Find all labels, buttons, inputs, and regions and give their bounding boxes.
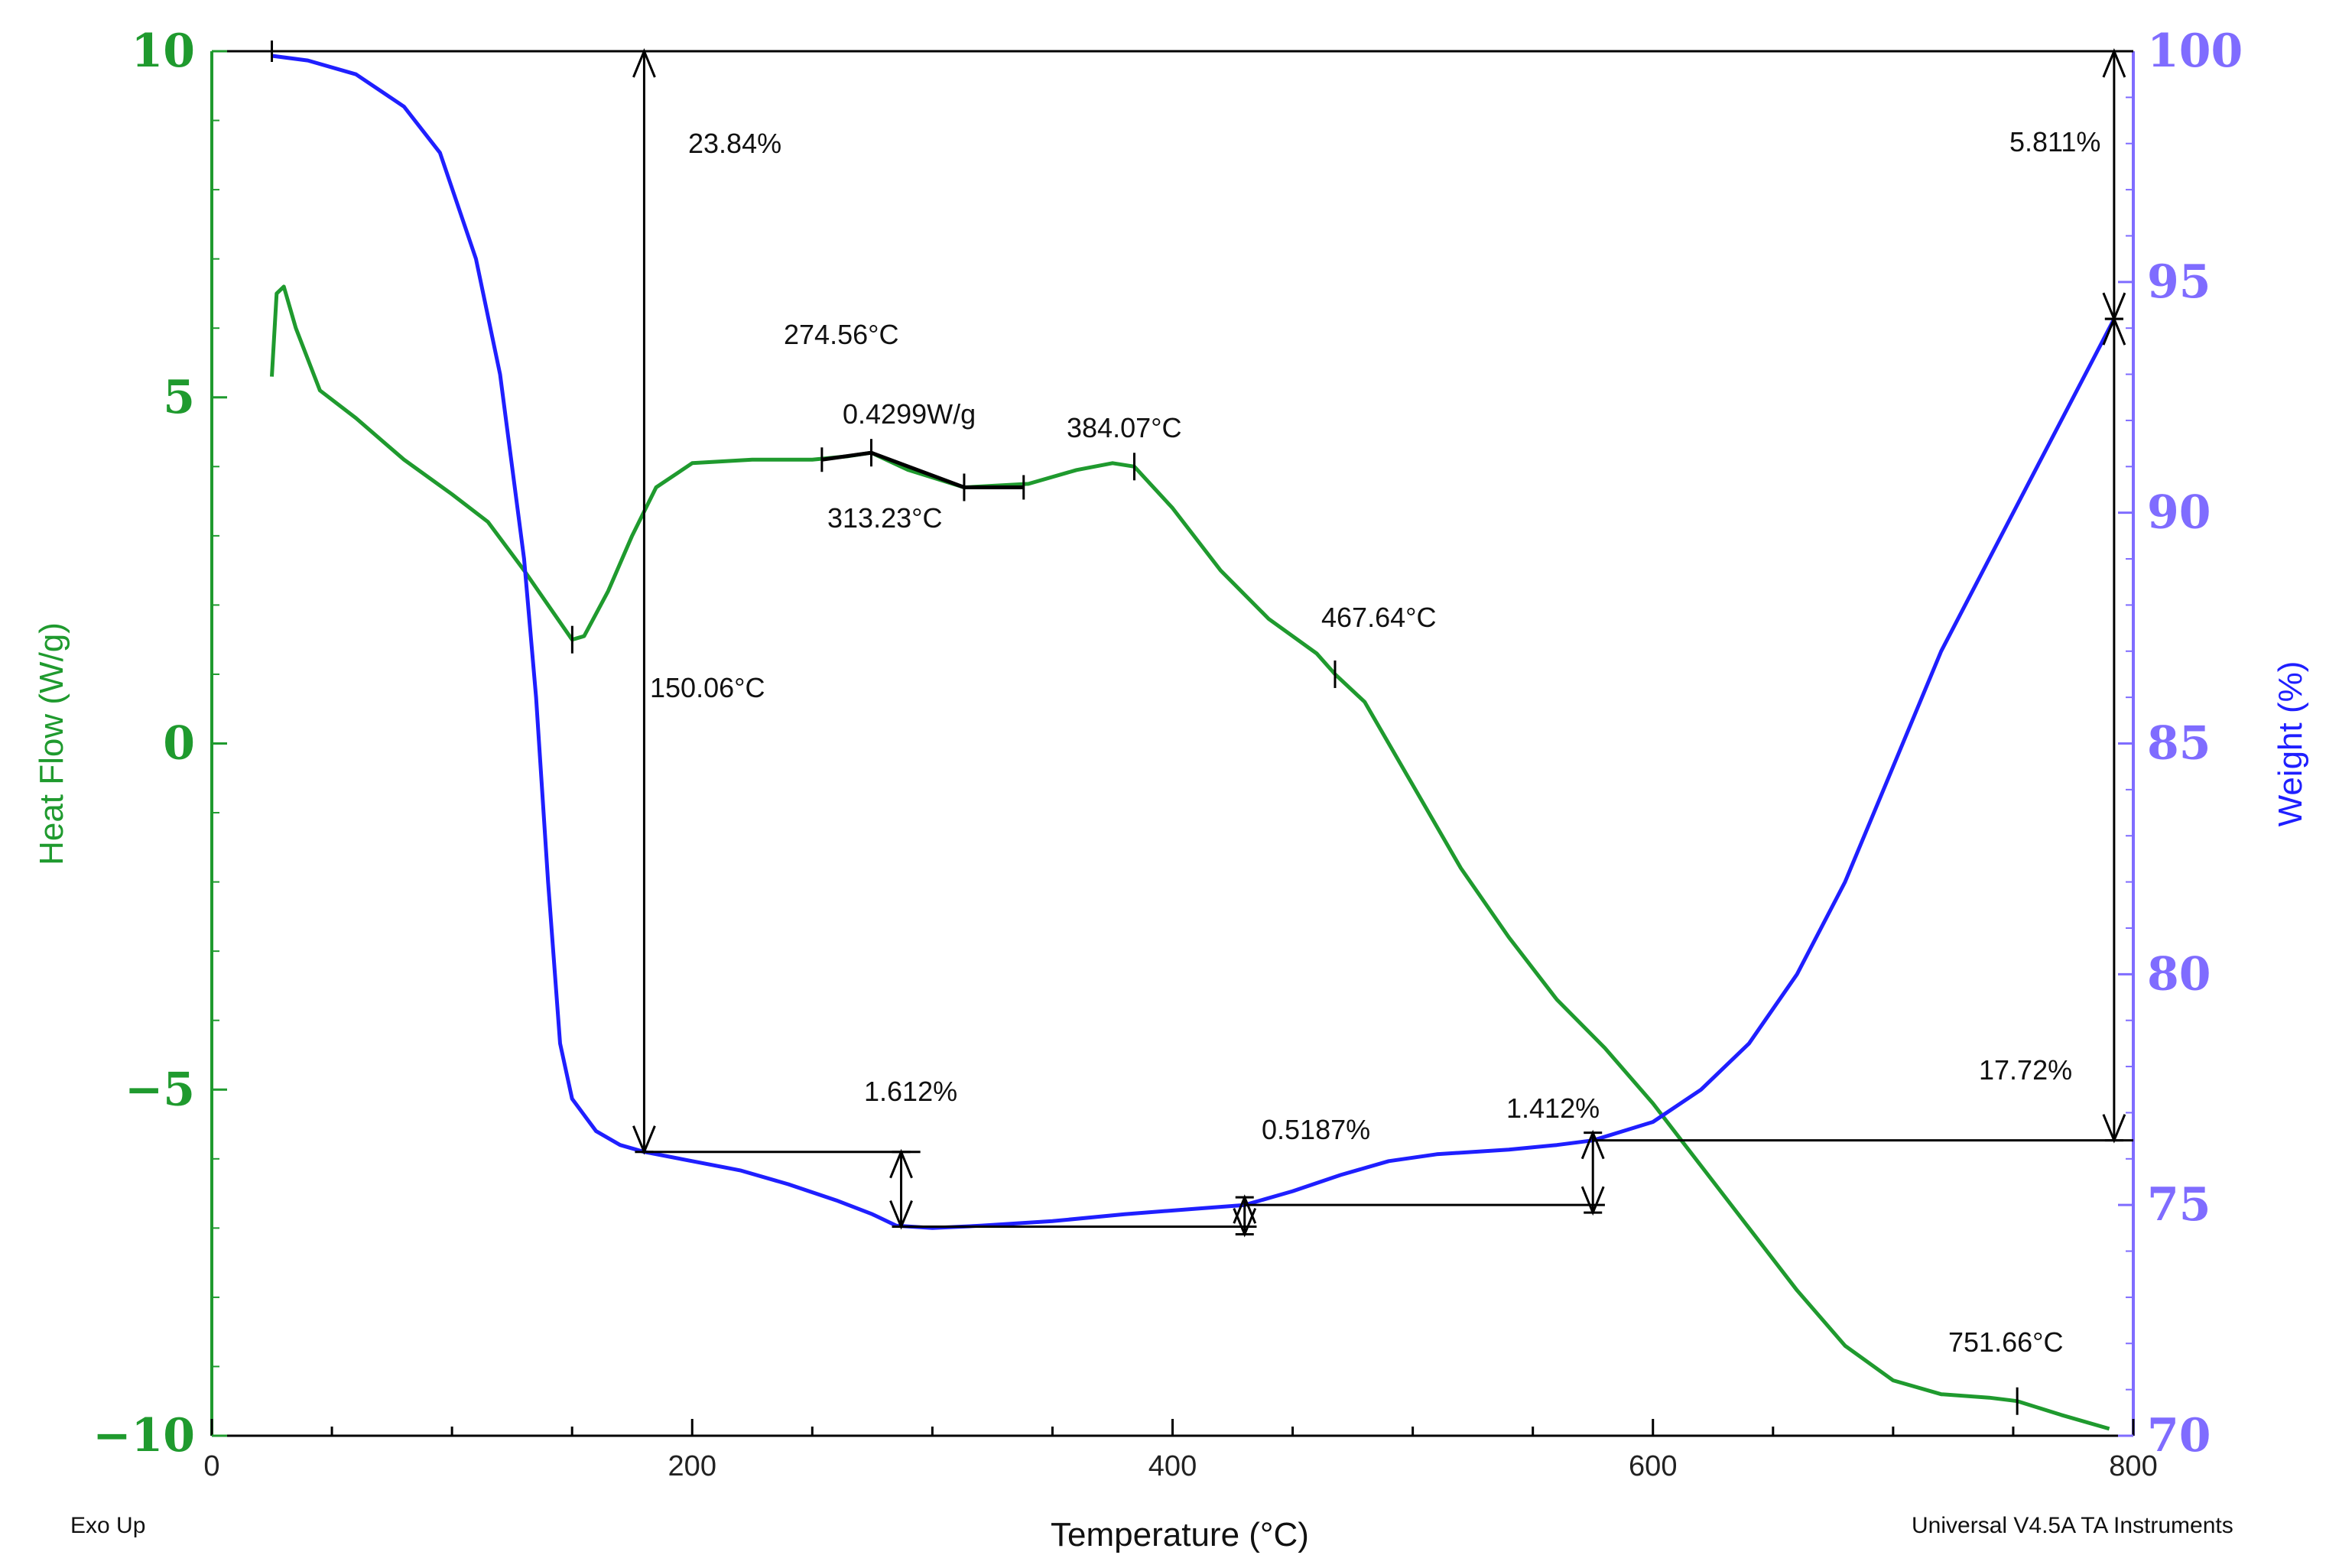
- instrument-label: Universal V4.5A TA Instruments: [1912, 1513, 2233, 1538]
- right-tick-label: 95: [2147, 255, 2211, 309]
- x-tick-label: 600: [1629, 1450, 1677, 1482]
- right-tick-label: 80: [2147, 947, 2211, 1001]
- left-tick-label: 0: [163, 717, 195, 771]
- right-axis-title: Weight (%): [2272, 661, 2309, 827]
- peak-label: 313.23°C: [827, 502, 943, 534]
- peak-label: 751.66°C: [1948, 1326, 2064, 1358]
- x-axis-title: Temperature (°C): [1051, 1516, 1309, 1553]
- peak-label: 384.07°C: [1067, 412, 1182, 443]
- weight-loss-label: 0.5187%: [1262, 1114, 1370, 1145]
- peak-label: 150.06°C: [650, 672, 765, 703]
- right-tick-labels: 70 75 80 85 90 95 100: [2147, 24, 2243, 1462]
- weight-loss-label: 5.811%: [2009, 126, 2100, 157]
- weight-line: [271, 54, 2116, 1230]
- step-label: 0.4299W/g: [843, 398, 976, 430]
- left-tick-label: 10: [132, 24, 196, 78]
- peak-label: 274.56°C: [784, 319, 899, 350]
- right-tick-label: 100: [2147, 24, 2243, 78]
- weight-loss-label: 1.612%: [864, 1076, 957, 1107]
- heat-flow-line: [270, 284, 2110, 1431]
- right-tick-label: 75: [2147, 1178, 2211, 1232]
- x-tick-label: 800: [2109, 1450, 2157, 1482]
- exo-up-label: Exo Up: [70, 1513, 145, 1538]
- left-tick-label: −5: [125, 1063, 195, 1116]
- left-tick-labels: −10 −5 0 5 10: [93, 24, 195, 1462]
- x-tick-labels: 0 200 400 600 800: [203, 1450, 2157, 1482]
- x-tick-label: 200: [668, 1450, 716, 1482]
- x-tick-label: 400: [1148, 1450, 1197, 1482]
- step-arrow: [821, 450, 1024, 489]
- right-tick-label: 85: [2147, 717, 2211, 771]
- weight-loss-label: 1.412%: [1506, 1092, 1600, 1124]
- left-tick-label: −10: [93, 1409, 195, 1462]
- weight-loss-label: 23.84%: [688, 128, 781, 159]
- right-tick-label: 90: [2147, 486, 2211, 540]
- x-tick-label: 0: [203, 1450, 219, 1482]
- axis-ticks: [210, 50, 2135, 1437]
- weight-loss-label: 17.72%: [1979, 1054, 2072, 1086]
- series-layer: [270, 54, 2116, 1431]
- left-tick-label: 5: [163, 371, 195, 424]
- right-tick-label: 70: [2147, 1409, 2211, 1462]
- peak-label: 467.64°C: [1321, 602, 1437, 633]
- annotation-layer: 23.84% 1.612% 0.5187% 1.412% 5.811% 17.72% 150…: [271, 41, 2133, 1415]
- left-axis-title: Heat Flow (W/g): [33, 622, 70, 865]
